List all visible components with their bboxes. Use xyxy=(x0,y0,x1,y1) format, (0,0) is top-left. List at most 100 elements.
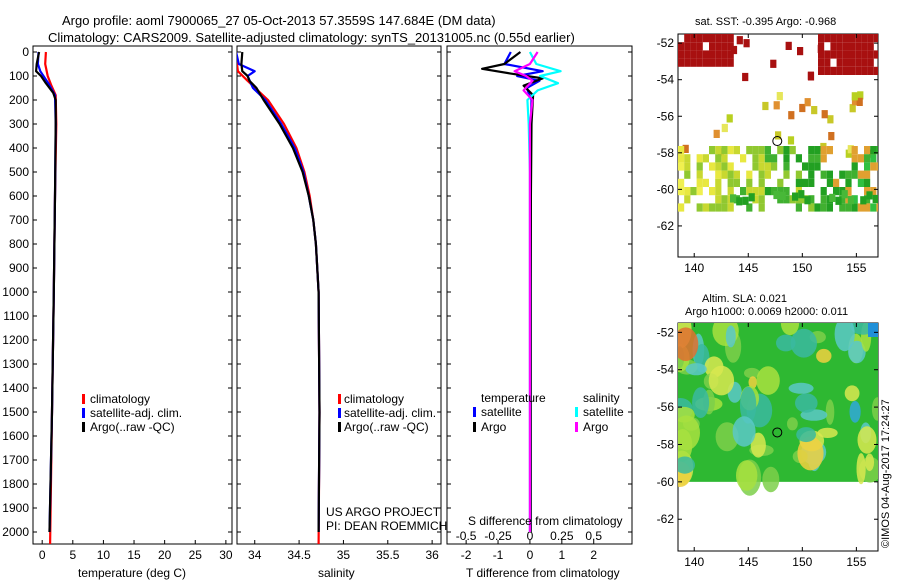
y-tick-label: -52 xyxy=(657,36,675,50)
sla-field-anomaly xyxy=(816,348,832,363)
x-tick-label: 15 xyxy=(127,548,141,562)
sla-map-cells xyxy=(678,323,878,496)
sst-cell xyxy=(776,92,783,101)
sst-cell xyxy=(839,195,846,204)
sst-cell xyxy=(836,50,843,59)
sst-cell xyxy=(696,170,703,179)
sst-cell xyxy=(690,58,697,67)
difference-legend: temperature satellite Argo salinity sate… xyxy=(473,391,624,434)
sla-field-anomaly xyxy=(750,432,766,458)
sst-cell xyxy=(773,190,780,200)
sst-cell xyxy=(802,178,809,187)
sla-map-argo-location-marker xyxy=(772,427,783,438)
sst-cell xyxy=(851,195,858,204)
sst-cell xyxy=(758,178,765,187)
sst-cell xyxy=(696,154,703,163)
sla-field-anomaly xyxy=(725,325,736,348)
sst-cell xyxy=(733,170,740,179)
sst-cell xyxy=(740,154,747,163)
pressure-axis: 0 100 200 300 400 500 600 700 800 900 1000 1100 1200… xyxy=(2,45,232,539)
sst-cell xyxy=(802,162,809,171)
sst-cell xyxy=(709,187,716,196)
sst-cell xyxy=(829,193,836,202)
temperature-axes-frame xyxy=(32,45,233,545)
sst-cell xyxy=(867,66,874,75)
sst-cell xyxy=(715,170,722,179)
y-tick-label: -58 xyxy=(657,146,675,160)
sst-cell xyxy=(864,203,871,212)
sst-cell xyxy=(740,187,747,196)
sst-cell xyxy=(811,106,818,115)
sst-cell xyxy=(808,154,815,163)
sst-cell xyxy=(824,34,831,43)
temperature-series xyxy=(34,51,58,544)
sst-cell xyxy=(678,146,685,155)
sst-cell xyxy=(867,42,874,51)
x-tick-label: 140 xyxy=(684,555,704,569)
x-tick-label-S: 0 xyxy=(527,529,534,543)
sst-cell xyxy=(727,187,734,196)
sst-cell xyxy=(820,195,827,204)
y-tick-label: -58 xyxy=(657,437,675,451)
sst-cell xyxy=(845,170,852,179)
sst-cell xyxy=(855,66,862,75)
x-tick-label: 155 xyxy=(846,555,866,569)
sst-cell xyxy=(876,146,878,155)
salinity-axes-frame xyxy=(236,45,442,545)
sst-cell xyxy=(764,146,771,155)
sst-cell xyxy=(857,170,864,179)
sla-field-anomaly xyxy=(678,456,695,474)
sst-cell xyxy=(678,50,685,59)
legend-swatch-satellite xyxy=(338,408,341,418)
sst-cell xyxy=(849,34,856,43)
sst-cell xyxy=(727,170,734,179)
x-tick-label-T: -1 xyxy=(493,548,504,562)
sst-cell xyxy=(845,187,852,196)
sst-cell xyxy=(857,91,864,100)
legend-title-temperature: temperature xyxy=(481,391,546,405)
sst-cell xyxy=(715,187,722,196)
sst-cell xyxy=(758,203,765,212)
sst-cell xyxy=(715,162,722,171)
legend-label-argo: Argo(..raw -QC) xyxy=(90,420,175,434)
sst-cell xyxy=(839,203,846,212)
imos-timestamp: ©IMOS 04-Aug-2017 17:24:27 xyxy=(880,399,892,548)
sst-cell xyxy=(814,203,821,212)
sst-cell xyxy=(842,58,849,67)
sst-cell xyxy=(873,66,878,75)
sst-cell xyxy=(851,203,858,212)
sst-cell xyxy=(715,146,722,155)
sst-cell xyxy=(678,187,685,196)
difference-axes-frame xyxy=(446,45,633,545)
sst-cell xyxy=(814,162,821,171)
y-tick-label: -56 xyxy=(657,400,675,414)
sst-cell xyxy=(715,178,722,187)
sst-cell xyxy=(873,34,878,43)
salinity-panel: 34 34.5 35 35.5 36 salinity climatology sate… xyxy=(236,45,447,580)
sst-cell xyxy=(709,162,716,171)
sst-map-cells xyxy=(678,34,878,212)
legend-swatch-satellite xyxy=(82,408,85,418)
y-tick-label: 1700 xyxy=(2,453,29,467)
y-tick-label: 900 xyxy=(9,261,29,275)
difference-panel: -2 -1 0 1 2 -0.5 -0.25 0 0.25 0.5 S difference fr… xyxy=(446,45,633,580)
legend-swatch-temp-argo xyxy=(473,422,476,432)
sla-field-anomaly xyxy=(678,327,699,361)
legend-swatch-argo xyxy=(338,422,341,432)
sst-cell xyxy=(727,34,734,43)
sst-cell xyxy=(842,34,849,43)
x-tick-label-T: -2 xyxy=(461,548,472,562)
sst-cell xyxy=(830,42,837,51)
sst-cell xyxy=(851,92,858,101)
sst-cell xyxy=(820,187,827,196)
sst-cell xyxy=(867,34,874,43)
sst-cell xyxy=(785,41,792,50)
sst-cell xyxy=(758,154,765,163)
sla-field-anomaly xyxy=(871,397,878,421)
y-tick-label: 700 xyxy=(9,213,29,227)
sst-cell xyxy=(792,192,799,201)
y-tick-label: 600 xyxy=(9,189,29,203)
x-tick-label: 25 xyxy=(189,548,203,562)
sst-cell xyxy=(721,203,728,212)
x-tick-label: 0 xyxy=(39,548,46,562)
